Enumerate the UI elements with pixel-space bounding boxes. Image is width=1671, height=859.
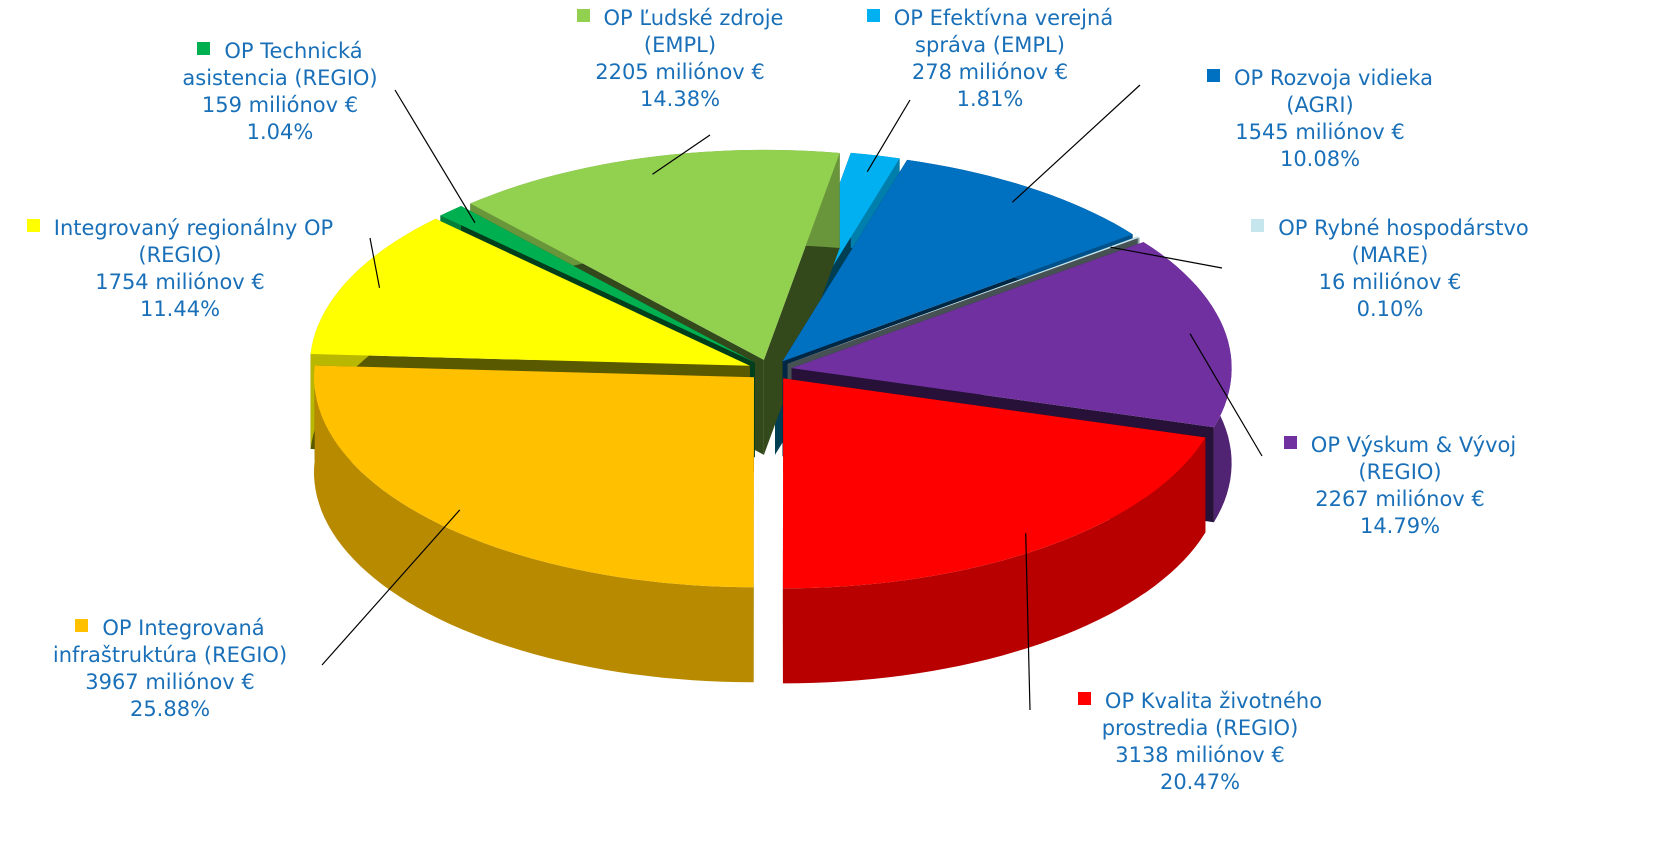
value-label: 1754 miliónov € [95,270,265,294]
value-label: 159 miliónov € [201,93,359,117]
percent-label: 14.79% [1359,514,1441,538]
category-name: OP Technická asistencia (REGIO) [182,39,378,90]
legend-swatch [576,9,590,22]
percent-label: 0.10% [1356,297,1424,321]
data-label: OP Efektívna verejná správa (EMPL) 278 mi… [840,5,1140,113]
legend-entry: OP Integrovaná infraštruktúra (REGIO) [0,615,340,669]
leader-line [1110,246,1223,269]
slice [782,378,1206,589]
percent-label: 11.44% [139,297,221,321]
slice [791,242,1232,428]
value-label: 1545 miliónov € [1235,120,1405,144]
slice [787,236,1140,364]
legend-entry: OP Rybné hospodárstvo (MARE) [1240,215,1540,269]
slice-side [782,437,1206,684]
legend-swatch [1251,219,1265,232]
legend-swatch [1283,436,1297,449]
legend-entry: OP Ľudské zdroje (EMPL) [550,5,810,59]
data-label: OP Ľudské zdroje (EMPL) 2205 miliónov € 14… [550,5,810,113]
leader-line [321,509,461,666]
leader-line [652,134,711,175]
percent-label: 1.04% [246,120,314,144]
legend-entry: OP Kvalita životného prostredia (REGIO) [1050,688,1350,742]
data-label: OP Integrovaná infraštruktúra (REGIO) 396… [0,615,340,723]
leader-line [394,89,476,224]
legend-swatch [1077,692,1091,705]
category-name: OP Rozvoja vidieka (AGRI) [1233,66,1434,117]
slice-side [314,365,754,683]
data-label: OP Rybné hospodárstvo (MARE) 16 miliónov … [1240,215,1540,323]
leader-line [1189,333,1263,457]
legend-swatch [26,219,40,232]
data-label: OP Kvalita životného prostredia (REGIO) 3… [1050,688,1350,796]
category-name: OP Efektívna verejná správa (EMPL) [893,6,1114,57]
data-label: Integrovaný regionálny OP (REGIO) 1754 mi… [10,215,350,323]
slice [314,365,754,588]
legend-swatch [1206,69,1220,82]
percent-label: 1.81% [956,87,1024,111]
category-name: OP Ľudské zdroje (EMPL) [603,6,784,57]
value-label: 2267 miliónov € [1315,487,1485,511]
percent-label: 14.38% [639,87,721,111]
legend-entry: OP Výskum & Vývoj (REGIO) [1265,432,1535,486]
legend-entry: OP Efektívna verejná správa (EMPL) [840,5,1140,59]
legend-entry: Integrovaný regionálny OP (REGIO) [10,215,350,269]
data-label: OP Technická asistencia (REGIO) 159 milió… [150,38,410,146]
value-label: 278 miliónov € [911,60,1069,84]
slice [470,149,840,360]
category-name: OP Výskum & Vývoj (REGIO) [1310,433,1517,484]
data-label: OP Výskum & Vývoj (REGIO) 2267 miliónov €… [1265,432,1535,540]
legend-entry: OP Rozvoja vidieka (AGRI) [1180,65,1460,119]
category-name: OP Kvalita životného prostredia (REGIO) [1101,689,1323,740]
legend-swatch [866,9,880,22]
value-label: 16 miliónov € [1318,270,1462,294]
category-name: Integrovaný regionálny OP (REGIO) [53,216,334,267]
percent-label: 10.08% [1279,147,1361,171]
category-name: OP Rybné hospodárstvo (MARE) [1278,216,1529,267]
percent-label: 20.47% [1159,770,1241,794]
leader-line [369,237,381,288]
leader-line [1025,533,1031,711]
slice [440,206,755,363]
leader-line [866,99,911,173]
category-name: OP Integrovaná infraštruktúra (REGIO) [52,616,288,667]
value-label: 2205 miliónov € [595,60,765,84]
value-label: 3138 miliónov € [1115,743,1285,767]
legend-swatch [197,42,211,55]
slice [310,218,750,366]
legend-entry: OP Technická asistencia (REGIO) [150,38,410,92]
value-label: 3967 miliónov € [85,670,255,694]
legend-swatch [75,619,89,632]
data-label: OP Rozvoja vidieka (AGRI) 1545 miliónov €… [1180,65,1460,173]
percent-label: 25.88% [129,697,211,721]
leader-line [1011,84,1141,203]
slice [782,159,1133,362]
